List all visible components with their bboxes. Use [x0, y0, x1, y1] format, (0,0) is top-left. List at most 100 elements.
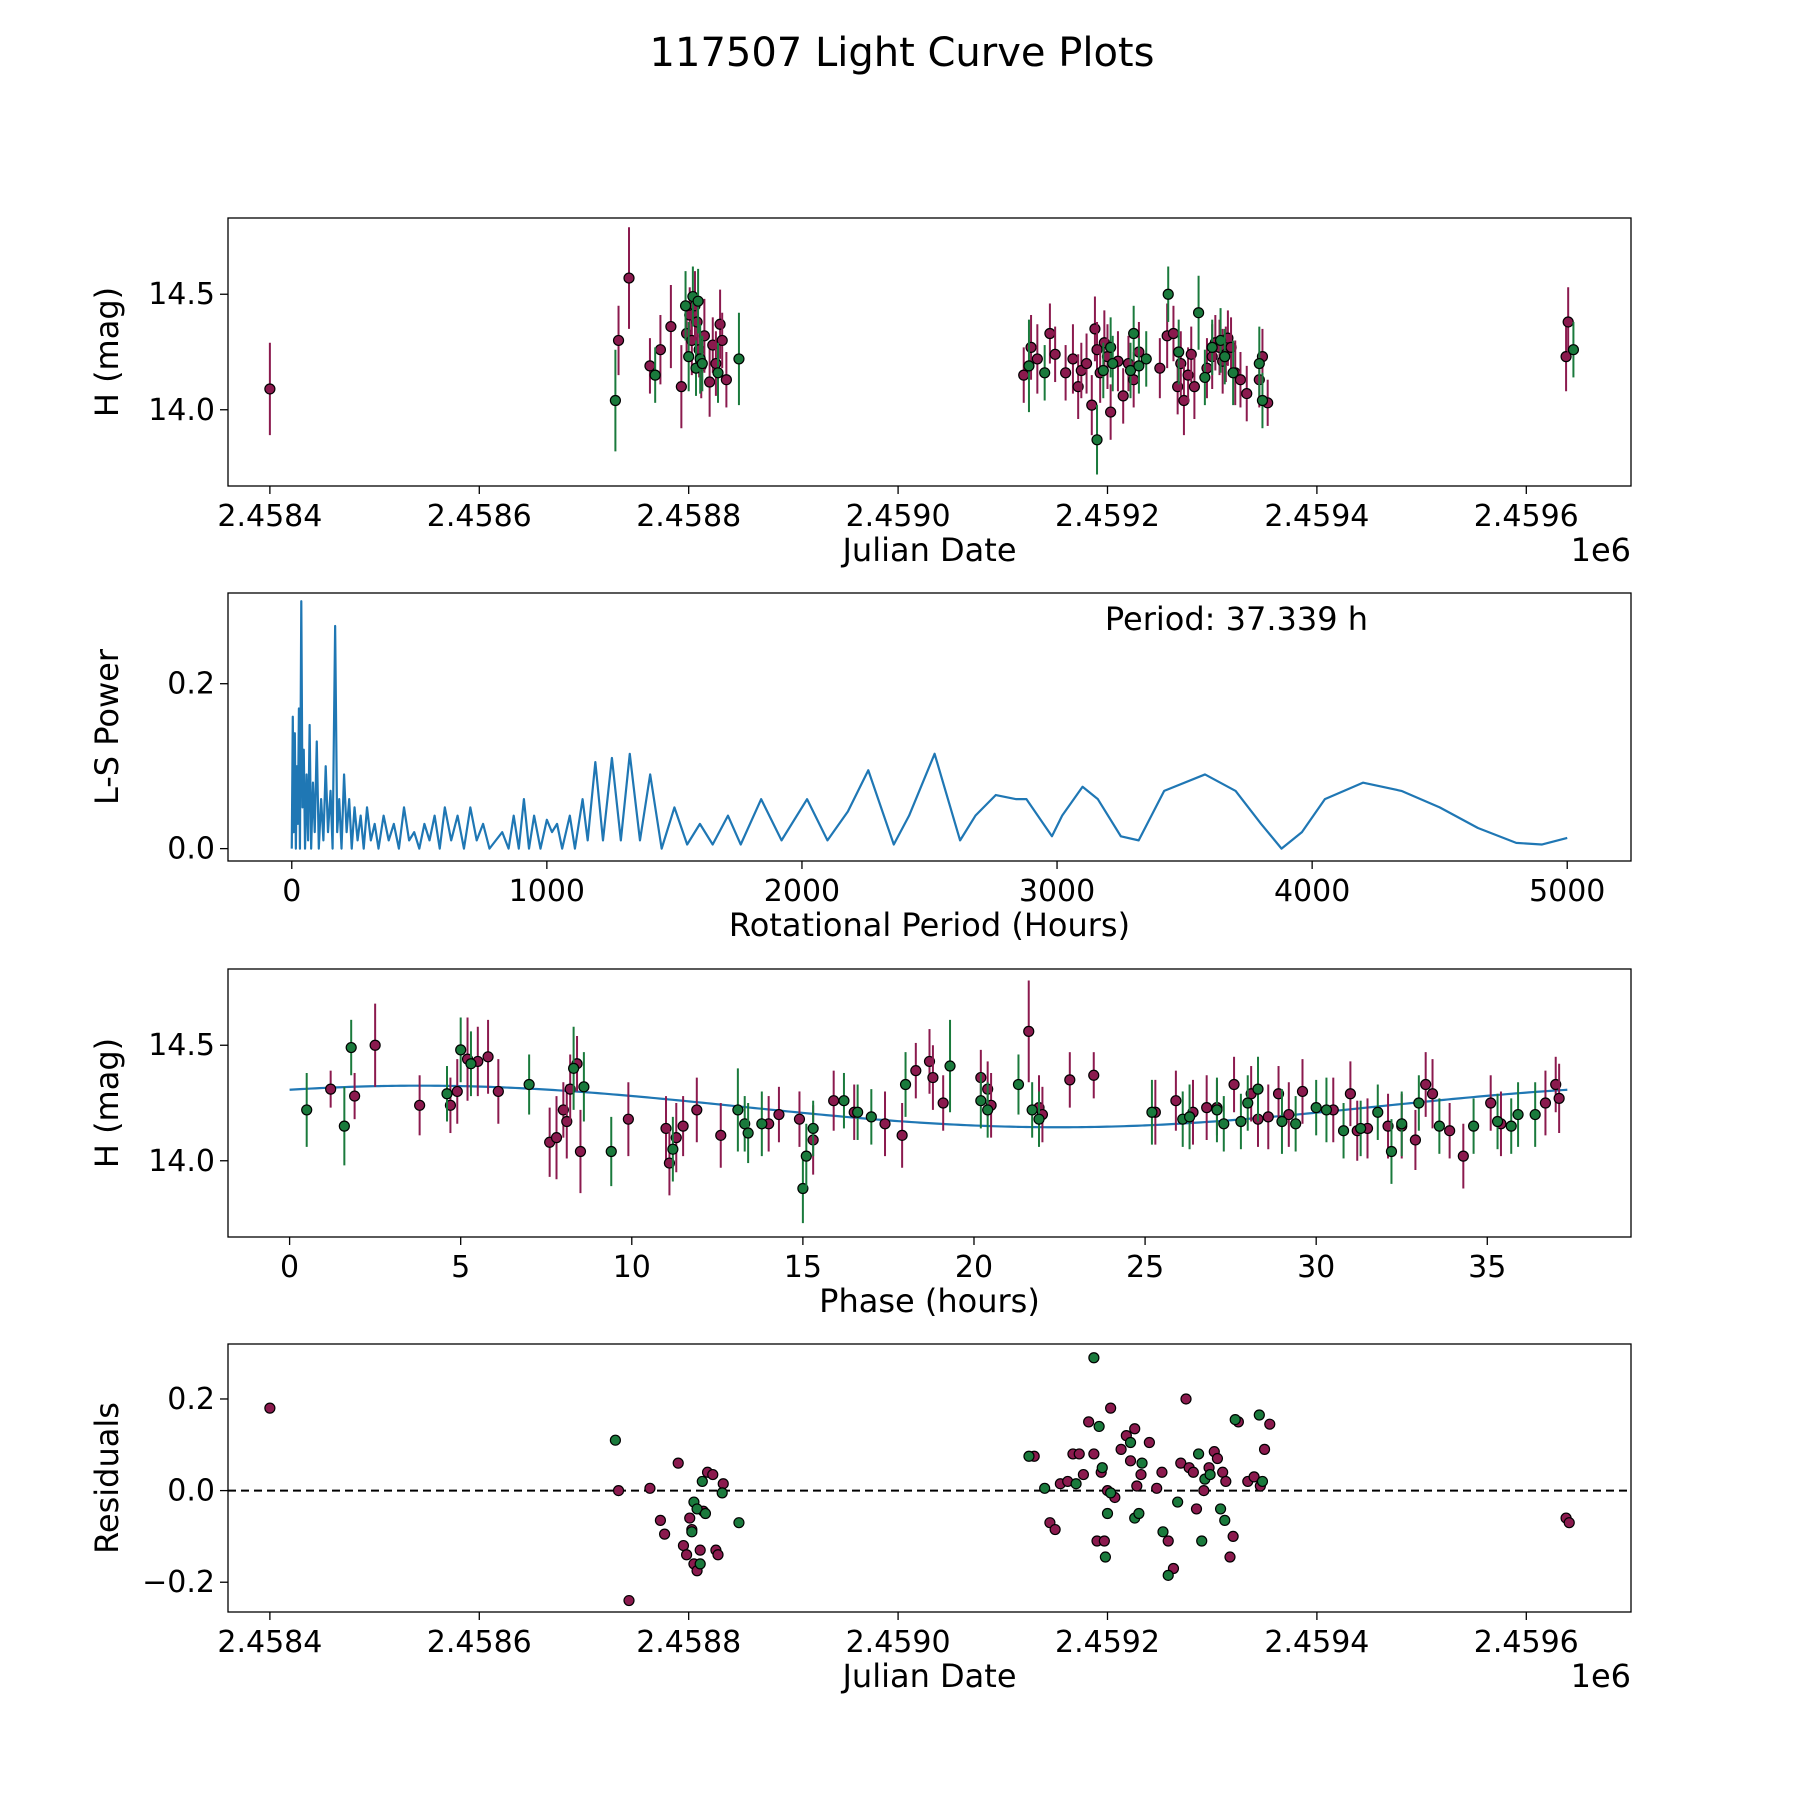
data-point-filter-b — [1101, 1507, 1114, 1520]
data-point-filter-b — [1512, 1082, 1524, 1147]
data-point-filter-a — [691, 1077, 703, 1143]
x-tick-label: 5 — [451, 1250, 470, 1285]
marker — [865, 1111, 877, 1123]
data-point-filter-a — [720, 352, 732, 408]
marker — [707, 1468, 719, 1481]
data-point-filter-b — [838, 1072, 850, 1129]
marker — [1088, 1352, 1100, 1364]
x-tick-label: 2.4590 — [846, 499, 951, 534]
data-point-filter-a — [1188, 354, 1200, 419]
marker — [550, 1132, 563, 1144]
marker — [975, 1095, 987, 1107]
data-point-filter-b — [1199, 349, 1211, 406]
marker — [609, 1434, 621, 1446]
marker — [414, 1099, 426, 1111]
data-point-filter-b — [1253, 1409, 1265, 1421]
marker — [451, 1085, 463, 1098]
marker — [1124, 364, 1137, 377]
axes-frame — [227, 1343, 1632, 1613]
marker — [1173, 346, 1185, 358]
data-point-filter-b — [441, 1066, 453, 1122]
data-point-filter-b — [1256, 372, 1269, 429]
data-point-filter-b — [975, 1072, 987, 1129]
data-point-filter-b — [1070, 1478, 1082, 1490]
data-point-filter-a — [1124, 1455, 1137, 1467]
marker — [1133, 1507, 1145, 1520]
panels: 2.4584 2.4586 2.4588 2.4590 2.4592 2.4594 2.45… — [88, 217, 1632, 1695]
data-point-filter-a — [793, 1091, 806, 1147]
marker — [1086, 399, 1098, 411]
marker — [1146, 1106, 1158, 1118]
marker — [659, 1528, 671, 1540]
data-point-filter-a — [704, 347, 716, 417]
marker — [1426, 1088, 1439, 1100]
data-point-filter-b — [1211, 1077, 1223, 1143]
data-point-filter-a — [1180, 1393, 1192, 1405]
data-point-filter-b — [944, 1019, 956, 1113]
data-point-filter-a — [1409, 1109, 1422, 1170]
marker — [696, 1475, 708, 1488]
data-point-filter-a — [1023, 980, 1035, 1083]
marker — [679, 300, 692, 312]
marker — [1099, 1551, 1111, 1563]
data-point-filter-b — [1229, 1413, 1241, 1426]
x-tick-label: 20 — [955, 1250, 993, 1285]
data-point-filter-a — [1553, 1063, 1565, 1134]
x-offset-text: 1e6 — [1571, 1657, 1631, 1695]
marker — [1064, 1074, 1076, 1086]
data-point-filter-b — [800, 1123, 812, 1189]
data-point-filter-b — [1097, 342, 1109, 399]
marker — [1539, 1097, 1552, 1109]
data-point-filter-a — [1117, 368, 1129, 424]
data-point-filter-a — [773, 1086, 785, 1143]
marker — [1049, 348, 1061, 360]
data-point-filter-a — [1560, 321, 1572, 392]
x-axis-label: Rotational Period (Hours) — [729, 906, 1130, 944]
data-point-filter-a — [1258, 1443, 1271, 1455]
marker — [1204, 1468, 1216, 1481]
data-point-filter-a — [451, 1059, 463, 1124]
marker — [1467, 1120, 1480, 1132]
data-point-filter-a — [672, 1457, 684, 1469]
marker — [1505, 1120, 1517, 1132]
data-point-filter-b — [1093, 1420, 1105, 1433]
data-point-filter-b — [605, 1116, 617, 1187]
marker — [1044, 327, 1056, 340]
data-point-filter-a — [828, 1070, 840, 1131]
marker — [1219, 1514, 1231, 1526]
data-point-filter-b — [1133, 338, 1145, 394]
data-point-filter-b — [1192, 1448, 1205, 1460]
panel-residuals: 2.4584 2.4586 2.4588 2.4590 2.4592 2.4594 2.45… — [88, 1343, 1632, 1695]
marker — [696, 357, 708, 370]
x-tick-label: 2.4584 — [217, 1625, 322, 1660]
marker — [654, 344, 667, 356]
data-point-filter-a — [1067, 324, 1079, 394]
data-point-filter-a — [644, 338, 656, 394]
marker — [1211, 1104, 1223, 1116]
marker — [338, 1120, 350, 1132]
marker — [1224, 1551, 1236, 1563]
data-point-filter-b — [1146, 1079, 1158, 1145]
data-point-filter-a — [677, 1539, 690, 1552]
data-point-filter-b — [568, 1026, 580, 1110]
marker — [578, 1081, 590, 1093]
data-point-filter-a — [1105, 384, 1117, 440]
marker — [1107, 357, 1119, 370]
marker — [1220, 1475, 1232, 1488]
marker — [644, 1482, 656, 1494]
data-point-filter-a — [1088, 1448, 1100, 1460]
marker — [677, 1120, 689, 1132]
marker — [1320, 1104, 1333, 1116]
marker — [828, 1095, 840, 1107]
marker — [710, 357, 722, 370]
x-tick-label: 2.4594 — [1264, 499, 1369, 534]
y-tick-label: −0.2 — [142, 1565, 215, 1600]
data-point-filter-b — [699, 1507, 712, 1520]
marker — [1562, 316, 1574, 328]
marker — [793, 1113, 806, 1125]
x-tick-label: 2.4596 — [1474, 499, 1579, 534]
marker — [441, 1088, 453, 1100]
data-point-filter-b — [1196, 1535, 1208, 1547]
data-point-filter-b — [1219, 328, 1231, 385]
marker — [523, 1078, 535, 1091]
